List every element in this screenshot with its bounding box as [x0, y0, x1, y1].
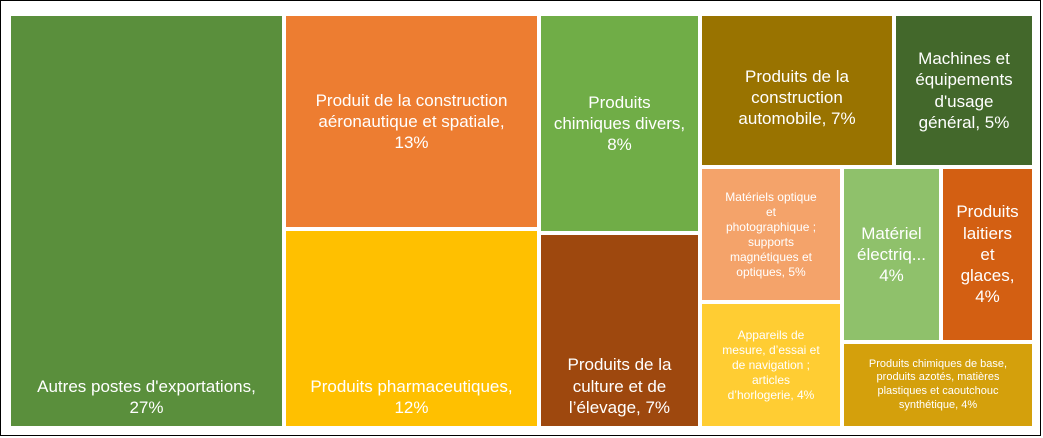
treemap-tile-label: Matériel électriq... 4% [857, 223, 926, 286]
treemap-tile-auto: Produits de la construction automobile, … [700, 14, 894, 167]
treemap-tile-label: Autres postes d'exportations, 27% [37, 376, 256, 417]
treemap-tile-label: Produits chimiques de base, produits azo… [868, 357, 1008, 411]
treemap-tile-chim-base: Produits chimiques de base, produits azo… [842, 342, 1034, 428]
treemap-tile-label: Matériels optique et photographique ; su… [725, 189, 817, 279]
treemap-tile-culture: Produits de la culture et de l’élevage, … [539, 233, 700, 428]
treemap-tile-label: Machines et équipements d'usage général,… [915, 49, 1013, 132]
treemap-tile-label: Appareils de mesure, d’essai et de navig… [722, 327, 820, 402]
treemap-tile-label: Produits laitiers et glaces, 4% [956, 202, 1019, 307]
treemap-tile-autres: Autres postes d'exportations, 27% [9, 14, 284, 428]
treemap-tile-label: Produits de la culture et de l’élevage, … [567, 355, 672, 417]
treemap-tile-mesure: Appareils de mesure, d’essai et de navig… [700, 302, 842, 428]
treemap-tile-pharma: Produits pharmaceutiques, 12% [284, 229, 539, 428]
treemap-tile-label: Produits de la construction automobile, … [738, 66, 856, 129]
treemap-tile-label: Produits chimiques divers, 8% [553, 92, 686, 155]
treemap-tile-chim-divers: Produits chimiques divers, 8% [539, 14, 700, 233]
treemap-tile-optique: Matériels optique et photographique ; su… [700, 167, 842, 302]
treemap-tile-aero: Produit de la construction aéronautique … [284, 14, 539, 229]
treemap-tile-machines: Machines et équipements d'usage général,… [894, 14, 1034, 167]
treemap-tile-electrique: Matériel électriq... 4% [842, 167, 941, 342]
treemap-tile-label: Produits pharmaceutiques, 12% [310, 376, 513, 417]
treemap-tile-label: Produit de la construction aéronautique … [315, 90, 508, 153]
treemap-tile-laitiers: Produits laitiers et glaces, 4% [941, 167, 1034, 342]
